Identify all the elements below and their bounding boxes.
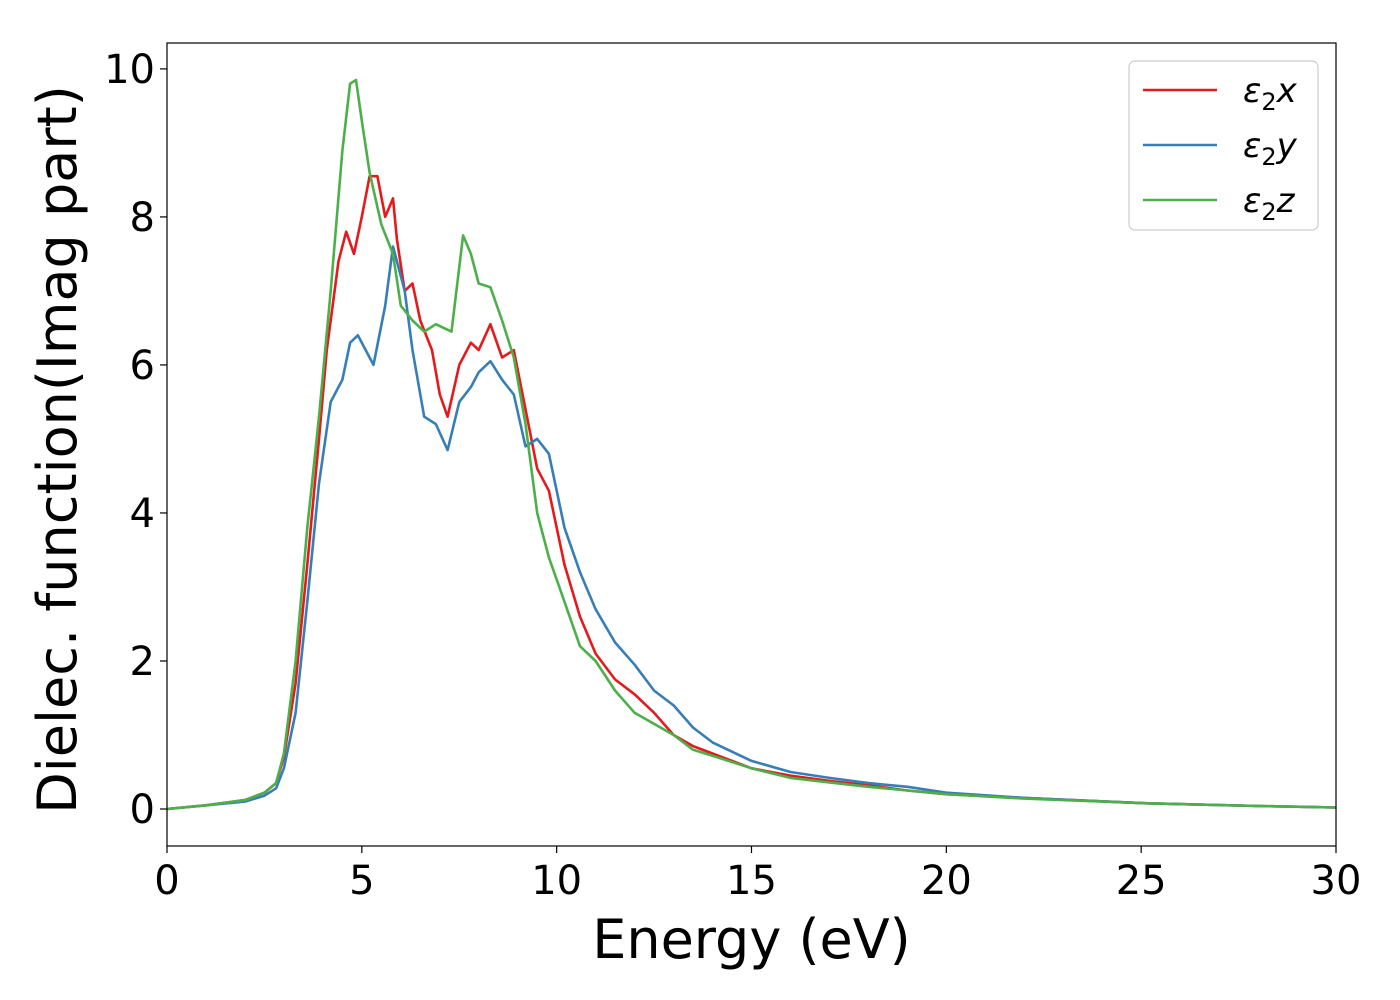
x-tick-label: 5 [349, 858, 374, 904]
legend-box [1128, 60, 1319, 231]
x-tick-label: 25 [1116, 858, 1167, 904]
x-tick-label: 30 [1311, 858, 1362, 904]
x-axis-ticks: 0 5 10 15 20 25 30 [154, 846, 1361, 904]
legend: ε2x ε2y ε2z [1128, 60, 1319, 231]
y-tick-label: 10 [104, 47, 155, 93]
plot-frame [166, 42, 1337, 847]
y-tick-label: 6 [130, 343, 155, 389]
series-line-3 [166, 78, 1337, 811]
series-line-2 [166, 245, 1337, 811]
x-axis-title: Energy (eV) [592, 908, 911, 971]
y-tick-label: 0 [130, 787, 155, 833]
series-layer [166, 78, 1337, 811]
y-axis-ticks: 0 2 4 6 8 10 [104, 47, 167, 833]
series-line-1 [166, 174, 1337, 811]
x-tick-label: 0 [154, 858, 179, 904]
y-tick-label: 8 [130, 195, 155, 241]
y-tick-label: 4 [130, 491, 155, 537]
x-tick-label: 15 [726, 858, 777, 904]
legend-label: ε2y [1243, 126, 1298, 171]
legend-label: ε2x [1243, 71, 1298, 116]
x-tick-label: 20 [921, 858, 972, 904]
legend-label: ε2z [1243, 181, 1296, 226]
y-axis-title: Dielec. function(Imag part) [26, 85, 89, 814]
x-tick-label: 10 [531, 858, 582, 904]
y-tick-label: 2 [130, 639, 155, 685]
